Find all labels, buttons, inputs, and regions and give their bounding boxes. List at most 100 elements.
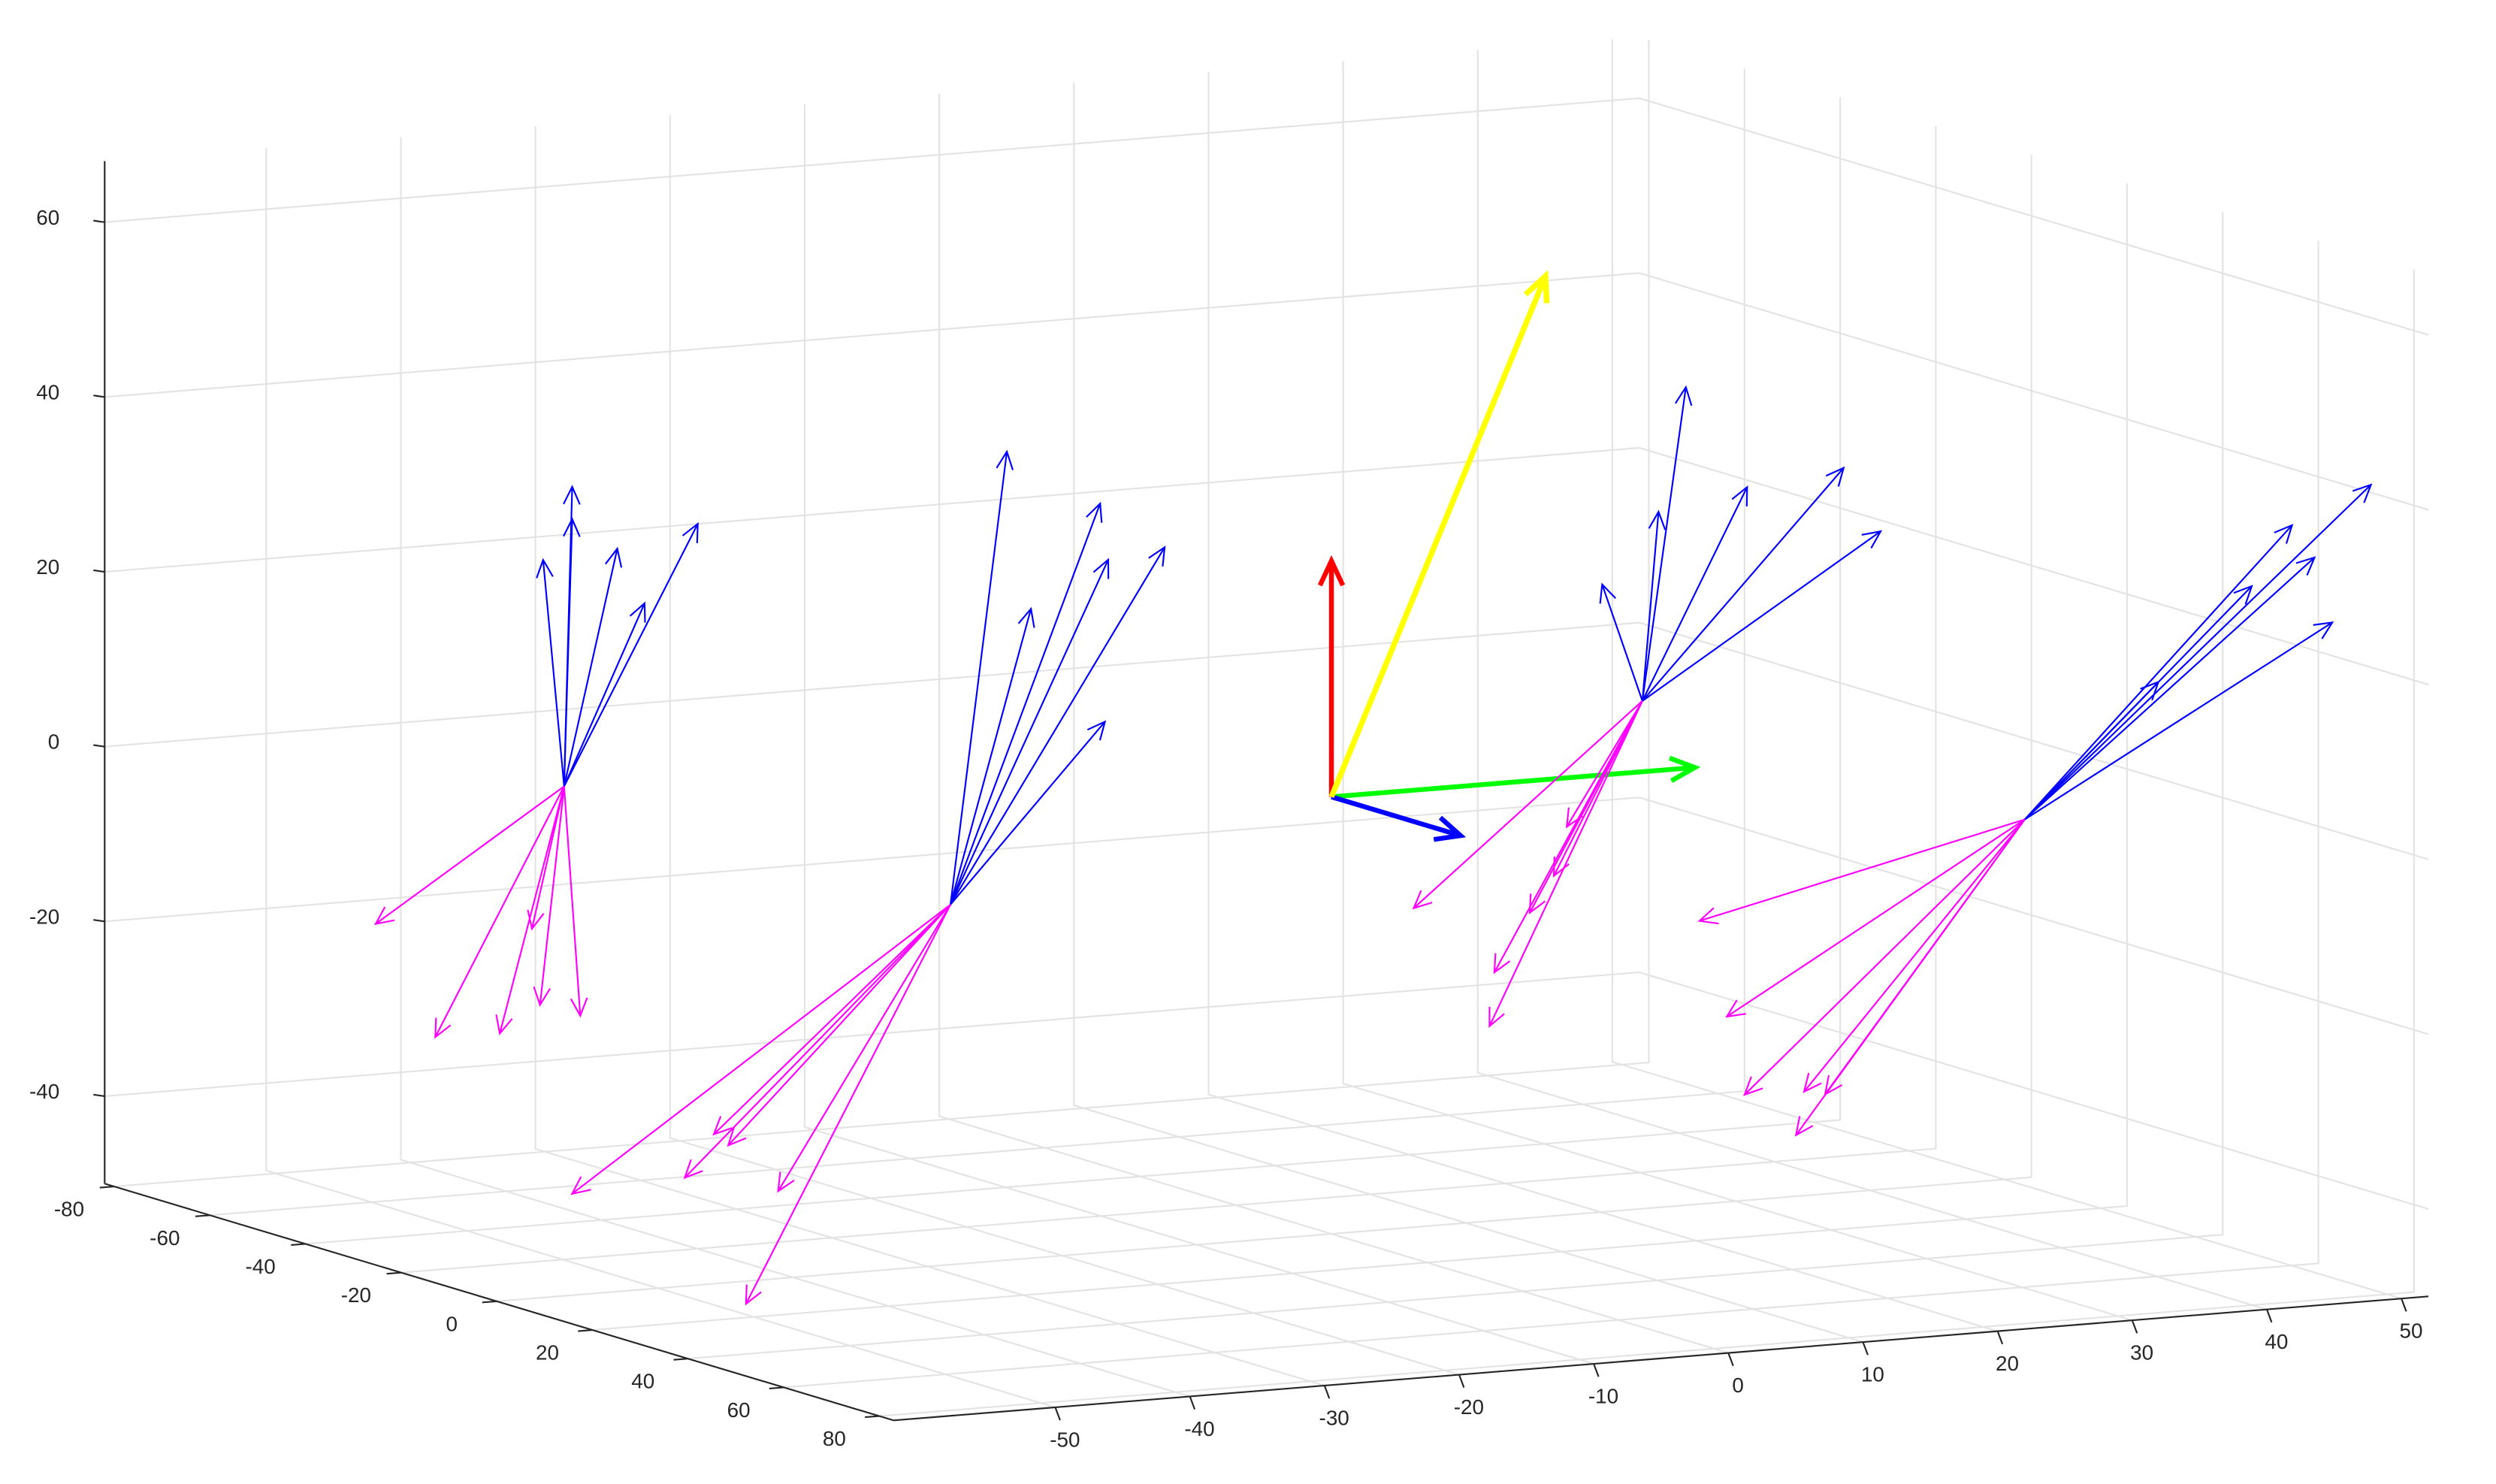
arrow [2023, 524, 2294, 821]
y-tick-label: 20 [1996, 1352, 2019, 1375]
x-tick-label: 60 [727, 1398, 751, 1422]
y-tick [1458, 1374, 1465, 1389]
arrow [563, 786, 588, 1018]
grid-line [265, 147, 1056, 1408]
arrow [536, 558, 565, 787]
arrow [434, 785, 565, 1039]
grid-line [104, 272, 2429, 511]
arrow [1641, 509, 1667, 701]
z-tick-label: -20 [29, 905, 59, 928]
grid-line [803, 104, 1594, 1365]
y-tick-label: 40 [2265, 1330, 2288, 1353]
arrow [727, 904, 951, 1147]
grid-line [113, 40, 1650, 1188]
x-tick [578, 1328, 593, 1332]
arrow [2024, 483, 2373, 821]
y-tick [1323, 1385, 1331, 1399]
grid-line [104, 97, 2429, 336]
arrow [563, 521, 699, 787]
grid-line [1073, 83, 1863, 1343]
arrow [563, 517, 581, 787]
grid-line [669, 115, 1460, 1376]
arrow [570, 903, 951, 1195]
arrow [1488, 700, 1643, 1029]
arrow [2023, 680, 2160, 821]
arrow [1642, 530, 1883, 702]
x-tick [769, 1386, 784, 1389]
grid-line [938, 93, 1729, 1354]
grid-line [687, 212, 2224, 1360]
arrow [712, 904, 951, 1136]
y-tick-label: 30 [2130, 1341, 2153, 1365]
z-tick-label: 60 [36, 206, 59, 229]
arrow [563, 546, 623, 787]
arrow [1331, 755, 1701, 799]
arrow [950, 501, 1103, 905]
grid-line [104, 796, 2429, 1035]
y-tick [1593, 1363, 1600, 1377]
grid-line [1342, 61, 2133, 1322]
z-tick [93, 1093, 105, 1098]
grid-line [104, 621, 2429, 860]
arrow [949, 449, 1014, 905]
y-tick [1727, 1353, 1734, 1367]
grid-line [210, 68, 1745, 1217]
x-tick [195, 1214, 210, 1217]
y-tick-label: -10 [1588, 1384, 1618, 1407]
z-tick [93, 394, 105, 398]
x-tick-label: -60 [150, 1226, 180, 1250]
arrow [1697, 818, 2026, 925]
y-tick [1054, 1407, 1061, 1421]
arrow [1725, 818, 2026, 1018]
x-tick-label: 0 [446, 1312, 457, 1335]
arrow [1599, 582, 1643, 702]
x-tick-label: -80 [54, 1198, 84, 1221]
arrow [1743, 818, 2026, 1096]
y-tick [1189, 1396, 1196, 1410]
grid-line [400, 137, 1190, 1398]
z-tick-label: -40 [29, 1080, 59, 1103]
z-tick-label: 20 [36, 555, 59, 579]
x-tick-label: 40 [631, 1370, 654, 1393]
grid-line [305, 97, 1842, 1245]
grid-line [104, 971, 2429, 1210]
arrow [533, 786, 565, 1008]
z-tick-label: 40 [36, 380, 59, 403]
arrow [1552, 700, 1643, 878]
arrow [1802, 818, 2026, 1093]
arrow [373, 785, 565, 926]
grid-line [104, 446, 2429, 686]
arrow [1412, 700, 1643, 910]
grid-line [784, 240, 2319, 1389]
arrow [1331, 794, 1467, 842]
arrow [949, 606, 1035, 905]
arrow [683, 904, 951, 1180]
z-tick-label: 0 [48, 730, 59, 754]
z-tick [93, 919, 105, 923]
y-tick [2401, 1298, 2407, 1312]
x-tick-label: -20 [341, 1283, 371, 1307]
y-axis [893, 1295, 2429, 1422]
y-tick-label: -30 [1319, 1406, 1349, 1429]
arrow [950, 558, 1110, 905]
arrow [1328, 270, 1550, 798]
arrow [950, 720, 1107, 905]
arrow [1642, 466, 1845, 702]
arrow [527, 786, 565, 931]
arrow [1565, 700, 1643, 829]
y-tick-label: -20 [1454, 1395, 1484, 1419]
x-tick [482, 1300, 497, 1304]
x-tick [291, 1243, 306, 1247]
arrow [777, 904, 951, 1193]
y-tick-label: -40 [1184, 1417, 1214, 1440]
x-tick-label: 80 [823, 1427, 846, 1450]
z-tick [93, 219, 105, 223]
x-tick [673, 1358, 688, 1361]
grid-line [879, 269, 2415, 1417]
x-axis [104, 1183, 894, 1422]
arrow [1317, 555, 1346, 797]
arrow [745, 904, 951, 1306]
arrow [1641, 485, 1748, 702]
